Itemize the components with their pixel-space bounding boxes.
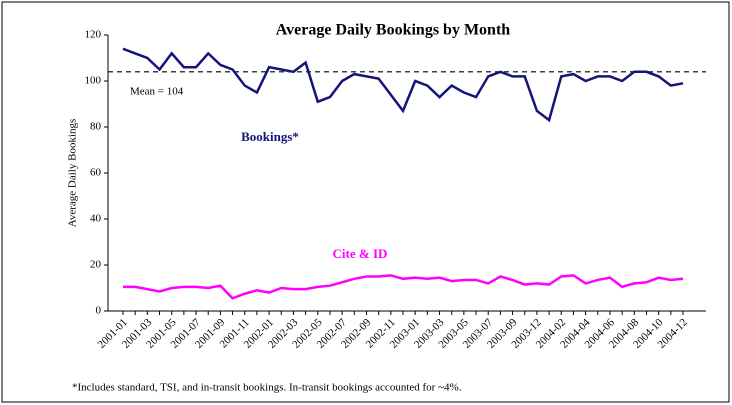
series-label: Cite & ID bbox=[333, 246, 388, 261]
y-tick-label: 100 bbox=[85, 75, 102, 87]
series-label: Bookings* bbox=[241, 129, 299, 144]
y-tick-label: 60 bbox=[90, 167, 102, 179]
mean-label: Mean = 104 bbox=[130, 85, 184, 97]
series-line bbox=[122, 47, 684, 123]
chart-title: Average Daily Bookings by Month bbox=[276, 22, 510, 39]
y-tick-label: 80 bbox=[90, 121, 102, 133]
y-tick-label: 20 bbox=[90, 259, 102, 271]
footnote: *Includes standard, TSI, and in-transit … bbox=[72, 382, 462, 394]
y-tick-label: 120 bbox=[85, 29, 102, 41]
y-tick-label: 0 bbox=[96, 305, 102, 317]
y-tick-label: 40 bbox=[90, 213, 102, 225]
y-axis-label: Average Daily Bookings bbox=[67, 119, 79, 228]
series-line bbox=[123, 274, 684, 300]
